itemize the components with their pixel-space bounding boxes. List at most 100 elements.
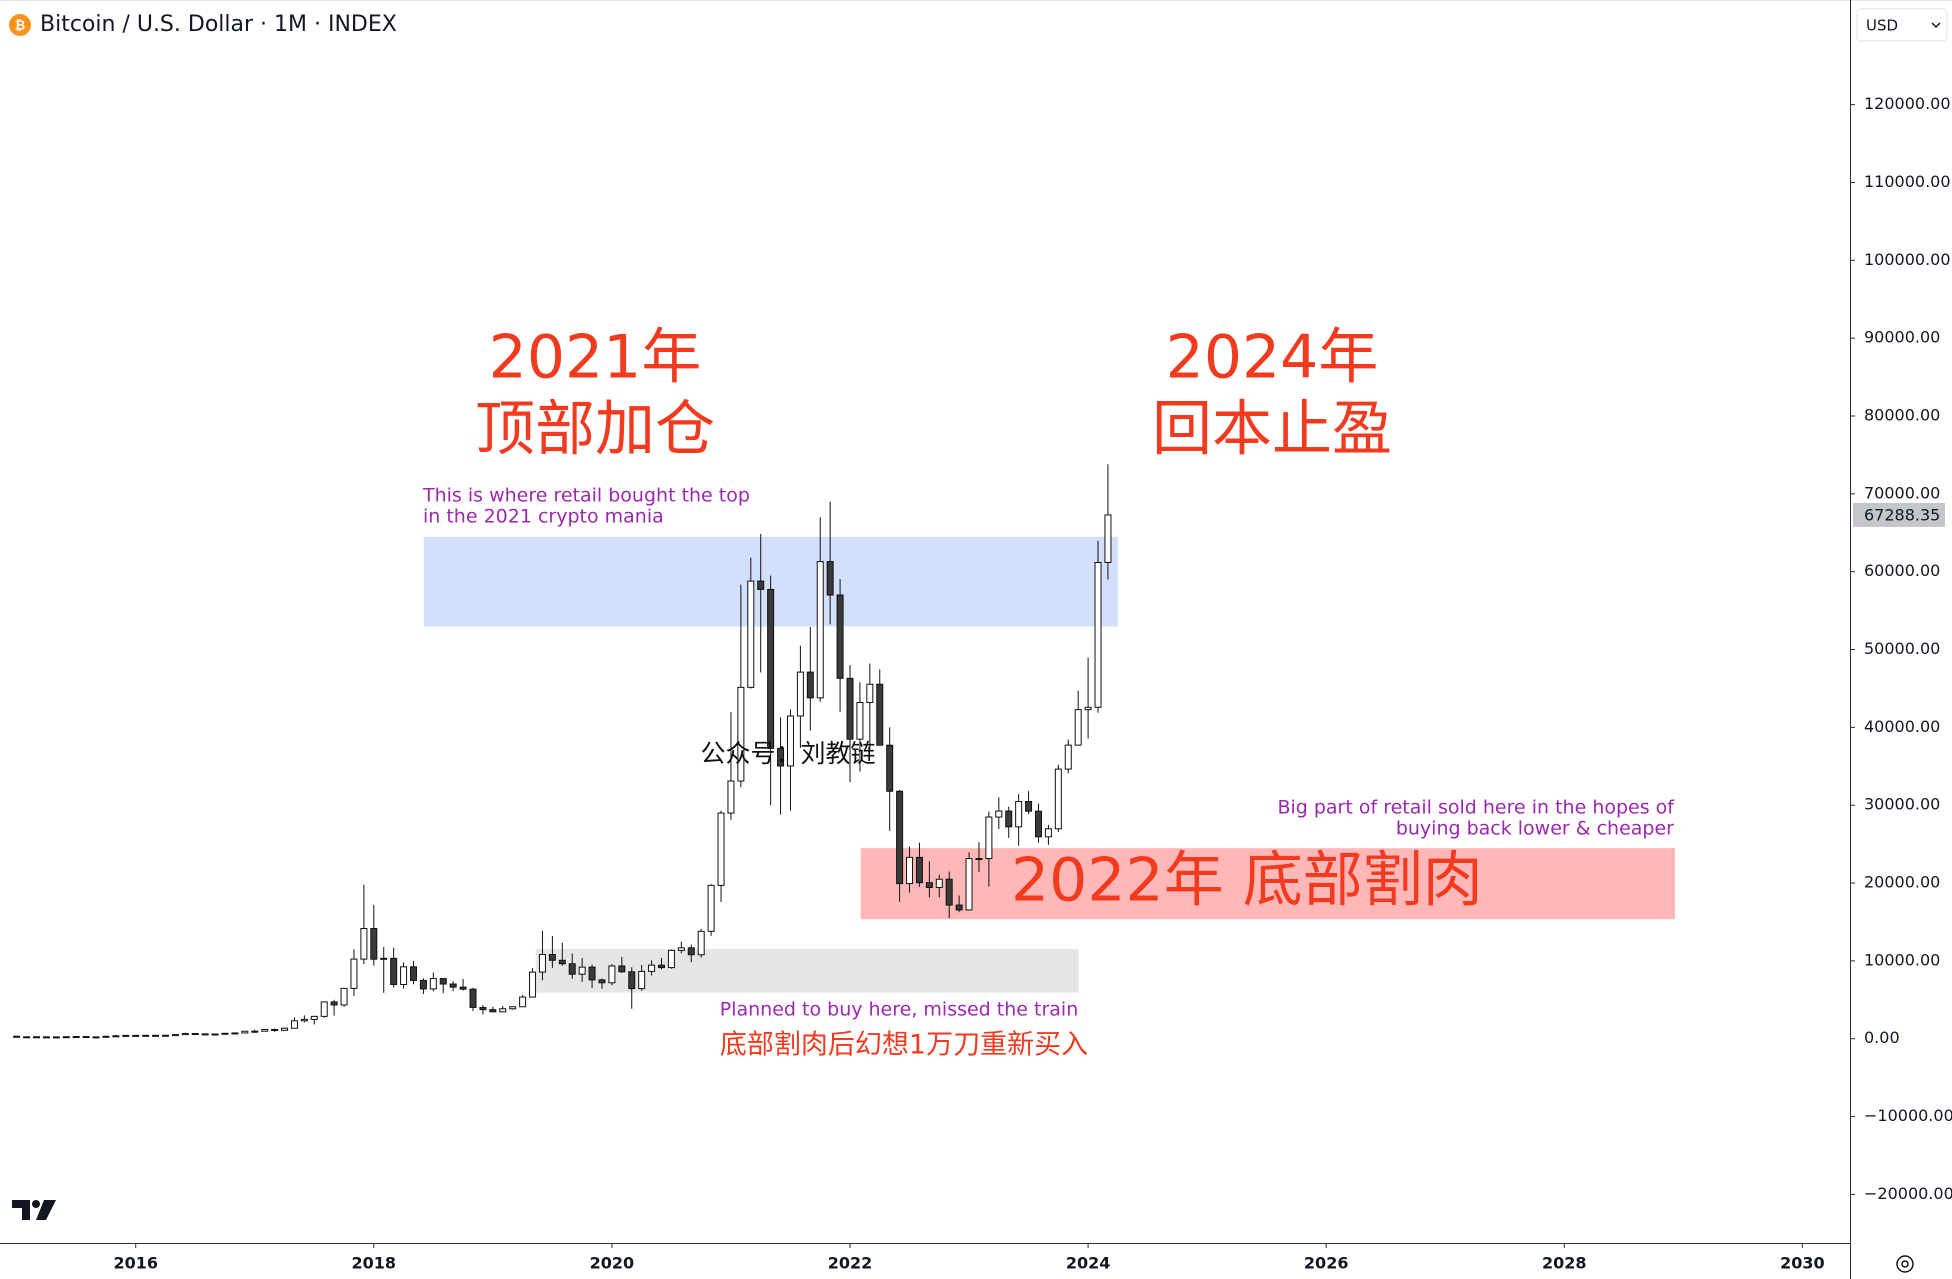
annotation: 2022年 底部割肉	[1011, 846, 1483, 916]
annotation: Planned to buy here, missed the train	[720, 999, 1078, 1021]
candle-body	[191, 1033, 199, 1036]
y-tick-label: 90000.00	[1864, 328, 1940, 347]
candle-body	[499, 1008, 507, 1013]
candle-body	[697, 930, 705, 956]
candle-body	[211, 1033, 219, 1036]
candle-body	[241, 1030, 249, 1034]
y-tick-label: 20000.00	[1864, 873, 1940, 892]
candle-body	[638, 970, 646, 990]
candle-body	[1064, 744, 1072, 770]
candle-body	[409, 966, 417, 981]
candle-body	[1034, 810, 1042, 838]
candle-body	[618, 965, 626, 973]
candle-body	[290, 1020, 298, 1029]
candle-body	[469, 988, 477, 1008]
annotation: This is where retail bought the top	[422, 485, 750, 507]
candle-body	[1054, 768, 1062, 830]
candle-body	[816, 561, 824, 699]
candle-body	[826, 561, 834, 596]
y-tick-label: 10000.00	[1864, 950, 1940, 969]
annotation: Big part of retail sold here in the hope…	[1277, 797, 1675, 819]
y-tick-label: 40000.00	[1864, 717, 1940, 736]
annotation: 顶部加仓	[475, 395, 715, 465]
candle-body	[62, 1036, 70, 1039]
candle-body	[896, 790, 904, 885]
x-tick-label: 2022	[828, 1254, 873, 1273]
candle-body	[538, 954, 546, 973]
candle-body	[489, 1009, 497, 1013]
candle-body	[558, 959, 566, 965]
candle-body	[370, 928, 378, 960]
candle-body	[866, 683, 874, 704]
candle-body	[806, 671, 814, 699]
currency-label[interactable]: USD	[1866, 17, 1898, 35]
candle-body	[509, 1006, 517, 1010]
candle-body	[1104, 514, 1112, 563]
candle-body	[429, 978, 437, 990]
settings-icon[interactable]	[1896, 1255, 1914, 1273]
candle-body	[1084, 706, 1092, 711]
y-tick-label: 120000.00	[1864, 94, 1951, 113]
x-tick-label: 2018	[352, 1254, 397, 1273]
candle-body	[519, 996, 527, 1008]
candle-body	[82, 1036, 90, 1039]
y-tick-label: 30000.00	[1864, 795, 1940, 814]
zone	[860, 848, 1675, 920]
candle-body	[876, 683, 884, 746]
candle-body	[955, 904, 963, 911]
candle-body	[737, 686, 745, 782]
candle-body	[181, 1033, 189, 1036]
candle-body	[92, 1036, 100, 1039]
candle-body	[717, 812, 725, 886]
currency-select[interactable]	[1856, 8, 1948, 42]
annotation: in the 2021 crypto mania	[423, 506, 664, 528]
candle-body	[796, 671, 804, 717]
candle-body	[1005, 810, 1013, 828]
candle-body	[777, 747, 785, 767]
candle-body	[707, 884, 715, 932]
candle-body	[608, 965, 616, 984]
bitcoin-icon	[9, 14, 31, 36]
candle-body	[350, 958, 358, 989]
candle-body	[588, 966, 596, 981]
candle-body	[925, 882, 933, 888]
candle-body	[1074, 709, 1082, 746]
x-tick-label: 2028	[1542, 1254, 1587, 1273]
candle-body	[687, 947, 695, 956]
candle-body	[995, 810, 1003, 818]
x-tick-label: 2024	[1066, 1254, 1111, 1273]
candle-body	[102, 1035, 110, 1038]
candle-body	[915, 856, 923, 884]
candle-body	[1094, 561, 1102, 708]
candle-body	[568, 963, 576, 975]
annotation: 2021年	[489, 323, 702, 393]
candle-body	[846, 677, 854, 740]
candle-body	[886, 744, 894, 792]
candle-body	[945, 878, 953, 906]
y-tick-label: 0.00	[1864, 1028, 1900, 1047]
zone	[535, 949, 1079, 993]
y-tick-label: −20000.00	[1864, 1184, 1952, 1203]
candle-body	[667, 949, 675, 969]
candle-body	[33, 1036, 41, 1039]
candle-body	[380, 957, 388, 960]
candle-body	[1015, 800, 1023, 828]
y-tick-label: 110000.00	[1864, 172, 1951, 191]
x-tick-label: 2016	[113, 1254, 158, 1273]
candle-body	[72, 1036, 80, 1039]
candle-body	[310, 1015, 318, 1020]
candle-body	[330, 1001, 338, 1006]
candle-body	[300, 1018, 308, 1022]
candle-body	[201, 1033, 209, 1036]
candle-body	[757, 580, 765, 590]
currency-caret[interactable]	[1931, 22, 1941, 29]
candle-body	[767, 588, 775, 749]
candle-body	[598, 979, 606, 984]
candle-body	[122, 1034, 130, 1037]
candle-body	[152, 1034, 160, 1037]
candle-body	[578, 966, 586, 975]
candle-body	[648, 964, 656, 972]
candle-body	[320, 1001, 328, 1017]
